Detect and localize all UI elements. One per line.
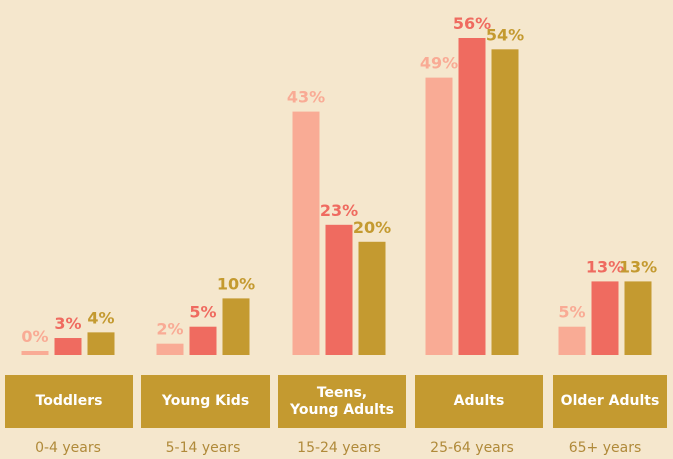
value-label: 20%	[353, 218, 391, 237]
value-label: 10%	[217, 274, 255, 293]
value-label: 3%	[54, 314, 81, 333]
bar	[358, 241, 386, 355]
category-subtitle: 65+ years	[568, 440, 642, 456]
value-label: 2%	[156, 320, 183, 339]
bar	[425, 77, 453, 355]
bar	[458, 38, 486, 355]
bar	[591, 281, 619, 355]
value-label: 43%	[287, 88, 325, 107]
bar	[87, 332, 115, 355]
value-label: 49%	[420, 54, 458, 73]
bar	[325, 224, 353, 355]
category-label: Older Adults	[553, 375, 667, 428]
bar	[292, 111, 320, 355]
bar	[558, 326, 586, 355]
value-label: 13%	[619, 257, 657, 276]
category-subtitle: 0-4 years	[35, 440, 101, 456]
category-subtitle: 15-24 years	[297, 440, 381, 456]
value-label: 23%	[320, 201, 358, 220]
bar	[624, 281, 652, 355]
value-label: 56%	[453, 14, 491, 33]
category-subtitle: 25-64 years	[430, 440, 514, 456]
value-label: 5%	[189, 303, 216, 322]
category-label: Adults	[415, 375, 543, 428]
bar	[222, 298, 250, 355]
bar	[21, 351, 49, 355]
category-label: Toddlers	[5, 375, 133, 428]
category-subtitle: 5-14 years	[165, 440, 241, 456]
category-label: Teens, Young Adults	[278, 375, 406, 428]
category-label: Young Kids	[141, 375, 270, 428]
bar	[491, 49, 519, 355]
value-label: 5%	[558, 303, 585, 322]
value-label: 13%	[586, 257, 624, 276]
bar	[156, 343, 184, 355]
value-label: 0%	[21, 327, 48, 346]
bar	[189, 326, 217, 355]
value-label: 54%	[486, 25, 524, 44]
bar	[54, 338, 82, 355]
value-label: 4%	[87, 308, 114, 327]
